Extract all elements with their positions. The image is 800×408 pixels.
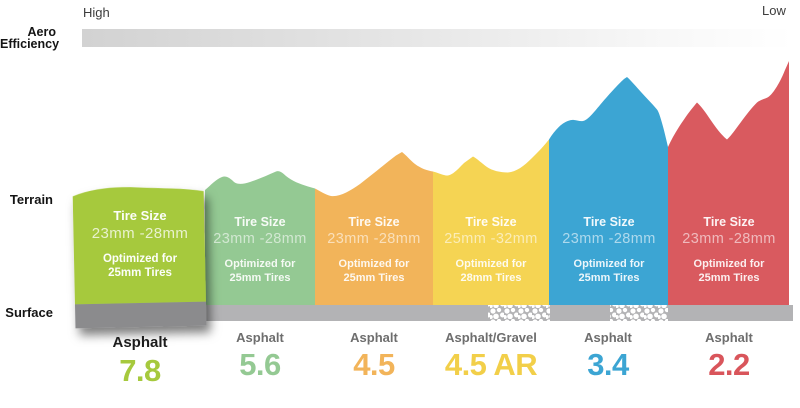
terrain-area-3 — [315, 152, 433, 305]
score-2: 5.6 — [239, 347, 281, 382]
optimized-line2-4: 28mm Tires — [460, 271, 522, 284]
surface-name-5: Asphalt — [584, 330, 632, 345]
gravel-patch-2 — [610, 305, 668, 321]
tire-size-title-2: Tire Size — [234, 215, 286, 229]
selected-terrain-card — [72, 187, 207, 329]
optimized-line2-2: 25mm Tires — [229, 271, 291, 284]
aero-efficiency-gradient-bar — [82, 29, 793, 47]
bottom-col-4: Asphalt/Gravel 4.5 AR — [421, 330, 561, 380]
score-1: 7.8 — [119, 353, 161, 388]
tire-size-title-4: Tire Size — [465, 215, 517, 229]
aero-title-line1: Aero — [27, 25, 56, 39]
tire-panel-2: Tire Size 23mm -28mm Optimized for 25mm … — [200, 215, 320, 285]
gravel-patch-1 — [488, 305, 550, 321]
bottom-col-6: Asphalt 2.2 — [659, 330, 799, 380]
tire-size-range-1: 23mm -28mm — [91, 225, 189, 242]
optimized-line1-1: Optimized for — [102, 253, 178, 265]
surface-row-label: Surface — [5, 305, 53, 320]
terrain-area-2 — [205, 171, 315, 305]
optimized-line1-5: Optimized for — [573, 258, 645, 270]
optimized-line2-6: 25mm Tires — [698, 271, 760, 284]
tire-panel-3: Tire Size 23mm -28mm Optimized for 25mm … — [314, 215, 434, 285]
score-3: 4.5 — [353, 347, 395, 382]
tire-panel-6: Tire Size 23mm -28mm Optimized for 25mm … — [669, 215, 789, 285]
surface-bar — [160, 305, 793, 321]
bottom-col-3: Asphalt 4.5 — [304, 330, 444, 380]
surface-name-2: Asphalt — [236, 330, 284, 345]
optimized-line1-3: Optimized for — [338, 258, 410, 270]
tire-size-title-1: Tire Size — [113, 208, 167, 223]
optimized-line1-4: Optimized for — [455, 258, 527, 270]
bottom-col-1: Asphalt 7.8 — [70, 330, 210, 386]
aero-axis-low-label: Low — [762, 3, 786, 18]
tire-panel-4: Tire Size 25mm -32mm Optimized for 28mm … — [431, 215, 551, 285]
tire-panel-1: Tire Size 23mm -28mm Optimized for 25mm … — [80, 208, 200, 280]
optimized-line2-5: 25mm Tires — [578, 271, 640, 284]
aero-efficiency-axis-title: Aero Efficiency — [0, 25, 60, 51]
optimized-line2-1: 25mm Tires — [108, 266, 172, 279]
tire-size-range-6: 23mm -28mm — [682, 231, 776, 247]
aero-title-line2: Efficiency — [0, 36, 60, 51]
selected-card-terrain — [72, 187, 206, 305]
surface-name-1: Asphalt — [112, 334, 168, 351]
score-5: 3.4 — [587, 347, 629, 382]
bottom-col-2: Asphalt 5.6 — [190, 330, 330, 380]
bottom-col-5: Asphalt 3.4 — [538, 330, 678, 380]
tire-panel-5: Tire Size 23mm -28mm Optimized for 25mm … — [549, 215, 669, 285]
surface-name-4: Asphalt/Gravel — [445, 330, 537, 345]
tire-size-range-4: 25mm -32mm — [444, 231, 538, 247]
tire-size-title-5: Tire Size — [583, 215, 635, 229]
terrain-area-6 — [668, 61, 789, 305]
tire-size-range-5: 23mm -28mm — [562, 231, 656, 247]
surface-name-6: Asphalt — [705, 330, 753, 345]
surface-name-3: Asphalt — [350, 330, 398, 345]
optimized-line1-6: Optimized for — [693, 258, 765, 270]
terrain-area-5 — [549, 77, 668, 305]
optimized-line2-3: 25mm Tires — [343, 271, 405, 284]
tire-size-range-2: 23mm -28mm — [213, 231, 307, 247]
aero-axis-high-label: High — [83, 5, 110, 20]
terrain-row-label: Terrain — [9, 192, 53, 207]
optimized-line1-2: Optimized for — [224, 258, 296, 270]
terrain-area-4 — [433, 139, 549, 305]
tire-size-title-3: Tire Size — [348, 215, 400, 229]
score-6: 2.2 — [708, 347, 750, 382]
selected-card-surface-bar — [74, 301, 207, 329]
score-4: 4.5 AR — [444, 347, 538, 382]
tire-size-range-3: 23mm -28mm — [327, 231, 421, 247]
tire-size-title-6: Tire Size — [703, 215, 755, 229]
